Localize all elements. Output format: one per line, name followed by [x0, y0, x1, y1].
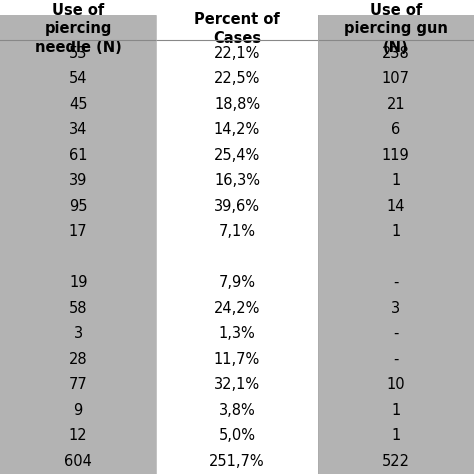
Text: 14,2%: 14,2% [214, 122, 260, 137]
Text: 58: 58 [69, 301, 88, 316]
Text: 11,7%: 11,7% [214, 352, 260, 367]
Text: 1: 1 [391, 224, 401, 239]
Text: 34: 34 [69, 122, 87, 137]
Text: Use of
piercing gun
(N): Use of piercing gun (N) [344, 3, 448, 55]
Text: -: - [393, 326, 399, 341]
Bar [156, 15, 318, 474]
Text: 1: 1 [391, 403, 401, 418]
Text: 54: 54 [69, 71, 88, 86]
Text: 95: 95 [69, 199, 88, 214]
Text: 7,1%: 7,1% [219, 224, 255, 239]
Text: 18,8%: 18,8% [214, 97, 260, 112]
Text: 39: 39 [69, 173, 87, 188]
Text: 3: 3 [73, 326, 83, 341]
Text: 77: 77 [69, 377, 88, 392]
Text: 251,7%: 251,7% [209, 454, 265, 469]
Text: 25,4%: 25,4% [214, 148, 260, 163]
Text: Percent of
Cases: Percent of Cases [194, 12, 280, 46]
Text: 604: 604 [64, 454, 92, 469]
Text: 19: 19 [69, 275, 88, 290]
Text: 45: 45 [69, 97, 88, 112]
Text: 28: 28 [69, 352, 88, 367]
Bar [318, 15, 474, 474]
Text: Use of
piercing
needle (N): Use of piercing needle (N) [35, 3, 122, 55]
Text: 9: 9 [73, 403, 83, 418]
Text: 1: 1 [391, 173, 401, 188]
Text: 16,3%: 16,3% [214, 173, 260, 188]
Text: 22,1%: 22,1% [214, 46, 260, 61]
Text: 3: 3 [391, 301, 401, 316]
Text: 12: 12 [69, 428, 88, 443]
Text: 10: 10 [386, 377, 405, 392]
Text: 5,0%: 5,0% [219, 428, 255, 443]
Text: 1: 1 [391, 428, 401, 443]
Text: 32,1%: 32,1% [214, 377, 260, 392]
Text: 61: 61 [69, 148, 88, 163]
Text: 24,2%: 24,2% [214, 301, 260, 316]
Text: -: - [393, 275, 399, 290]
Text: 22,5%: 22,5% [214, 71, 260, 86]
Text: 107: 107 [382, 71, 410, 86]
Text: 522: 522 [382, 454, 410, 469]
Text: 3,8%: 3,8% [219, 403, 255, 418]
Text: 6: 6 [391, 122, 401, 137]
Text: -: - [393, 352, 399, 367]
Text: 14: 14 [386, 199, 405, 214]
Text: 21: 21 [386, 97, 405, 112]
Text: 39,6%: 39,6% [214, 199, 260, 214]
Text: 238: 238 [382, 46, 410, 61]
Text: 17: 17 [69, 224, 88, 239]
Text: 119: 119 [382, 148, 410, 163]
Text: 53: 53 [69, 46, 87, 61]
Text: 1,3%: 1,3% [219, 326, 255, 341]
Text: 7,9%: 7,9% [219, 275, 255, 290]
Bar [0, 15, 156, 474]
